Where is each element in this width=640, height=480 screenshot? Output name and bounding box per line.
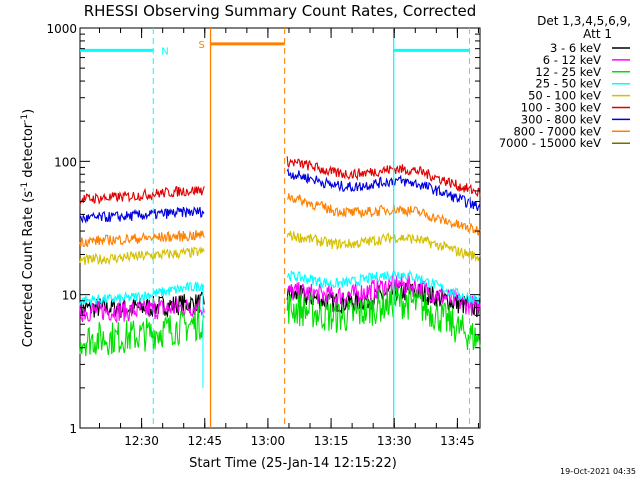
y-tick-label: 1000 [46,22,77,36]
x-tick-label: 12:45 [187,434,222,448]
y-tick-label: 10 [62,289,77,303]
x-axis: 12:30 12:45 13:00 13:15 13:30 13:45 [98,28,479,448]
legend-entry-label: 6 - 12 keV [543,53,601,67]
legend-header-line2: Att 1 [583,27,612,41]
series-layer [79,156,481,357]
x-tick-label: 13:30 [377,434,412,448]
series-300-800keV [79,167,481,224]
series-trace-segment [79,185,205,205]
series-12-25keV [79,285,481,357]
series-trace-segment [287,193,481,236]
series-trace-segment [79,229,205,248]
series-trace-segment [286,285,481,351]
legend-entry-label: 7000 - 15000 keV [499,136,601,150]
series-trace-segment [79,246,205,266]
series-trace-segment [286,269,481,305]
y-label-exp2: -1 [20,114,30,123]
x-axis-label: Start Time (25-Jan-14 12:15:22) [189,456,397,471]
series-trace-segment [286,167,481,211]
legend-header-line1: Det 1,3,4,5,6,9, [537,14,631,28]
series-800-7000keV [79,193,481,248]
legend-entry-label: 100 - 300 keV [521,101,601,115]
series-trace-segment [79,306,205,357]
x-tick-label: 13:00 [251,434,286,448]
legend-entry-label: 3 - 6 keV [550,41,601,55]
chart-title: RHESSI Observing Summary Count Rates, Co… [84,2,477,20]
legend-entry-label: 300 - 800 keV [521,112,601,126]
y-label-main: Corrected Count Rate (s [21,191,36,348]
plot-area: NS 12:30 12:45 13:00 13:15 13:30 13:45 110100… [46,22,481,448]
y-label-mid: detector [21,122,36,182]
night-label: N [161,46,168,57]
footer-timestamp: 19-Oct-2021 04:35 [560,467,636,476]
x-tick-label: 12:30 [124,434,159,448]
series-trace-segment [286,156,481,197]
series-trace-segment [79,281,205,306]
y-axis-label: Corrected Count Rate (s-1 detector-1) [20,109,36,347]
legend-entry-label: 50 - 100 keV [528,89,601,103]
y-label-exp1: -1 [20,182,30,191]
series-trace-segment [286,230,481,263]
x-tick-label: 13:45 [440,434,475,448]
legend-entry-label: 800 - 7000 keV [513,124,601,138]
y-label-end: ) [21,109,36,114]
series-trace-segment [79,206,205,224]
annotation-layer: NS [80,28,470,428]
legend-entry-label: 12 - 25 keV [535,65,601,79]
y-tick-label: 1 [69,422,77,436]
series-100-300keV [79,156,481,205]
legend-entry-label: 25 - 50 keV [535,77,601,91]
x-tick-label: 13:15 [314,434,349,448]
saa-label: S [199,40,205,51]
y-axis: 1 10 100 1000 [46,22,480,436]
series-50-100keV [79,230,481,266]
plot-frame [79,27,481,429]
y-tick-label: 100 [54,155,77,169]
series-25-50keV [79,269,481,306]
